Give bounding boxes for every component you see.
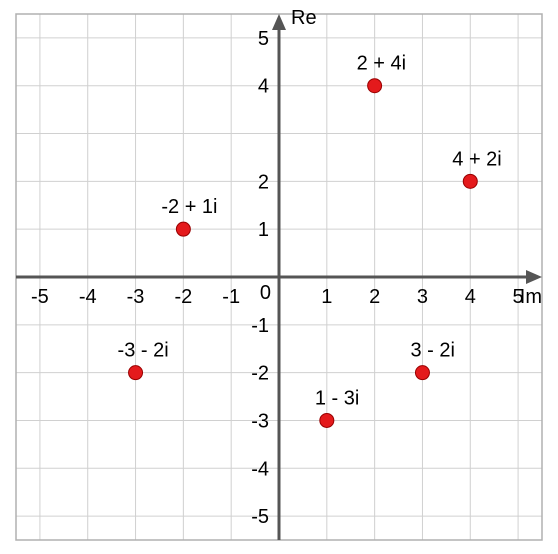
x-tick-label: -1	[222, 286, 240, 308]
x-axis-label: Im	[520, 286, 542, 308]
chart-svg: -5-4-3-2-112345-5-4-3-2-112450ReIm2 + 4i…	[0, 0, 558, 554]
y-tick-label: -2	[251, 363, 269, 385]
data-point-label: -3 - 2i	[118, 340, 169, 362]
complex-plane-chart: -5-4-3-2-112345-5-4-3-2-112450ReIm2 + 4i…	[0, 0, 558, 554]
x-tick-label: -5	[31, 286, 49, 308]
data-point	[129, 366, 143, 380]
x-tick-label: 4	[465, 286, 476, 308]
y-tick-label: 4	[258, 76, 269, 98]
data-point-label: 2 + 4i	[357, 53, 406, 75]
x-axis-arrow-icon	[526, 270, 542, 284]
x-tick-label: 1	[321, 286, 332, 308]
data-point	[368, 79, 382, 93]
x-tick-label: -3	[127, 286, 145, 308]
x-tick-label: 2	[369, 286, 380, 308]
y-tick-label: -3	[251, 410, 269, 432]
y-tick-label: 1	[258, 219, 269, 241]
y-tick-label: 2	[258, 171, 269, 193]
origin-label: 0	[260, 282, 271, 304]
data-point	[415, 366, 429, 380]
data-point-label: 3 - 2i	[410, 340, 454, 362]
y-axis-label: Re	[291, 7, 317, 29]
data-point	[320, 413, 334, 427]
y-tick-label: -1	[251, 315, 269, 337]
y-axis-arrow-icon	[272, 14, 286, 30]
x-tick-label: -4	[79, 286, 97, 308]
data-point-label: 4 + 2i	[452, 148, 501, 170]
x-tick-label: 3	[417, 286, 428, 308]
y-tick-label: 5	[258, 28, 269, 50]
x-tick-label: -2	[174, 286, 192, 308]
data-point	[176, 222, 190, 236]
data-point-label: 1 - 3i	[315, 387, 359, 409]
data-point-label: -2 + 1i	[161, 196, 217, 218]
data-point	[463, 174, 477, 188]
y-tick-label: -5	[251, 506, 269, 528]
y-tick-label: -4	[251, 458, 269, 480]
